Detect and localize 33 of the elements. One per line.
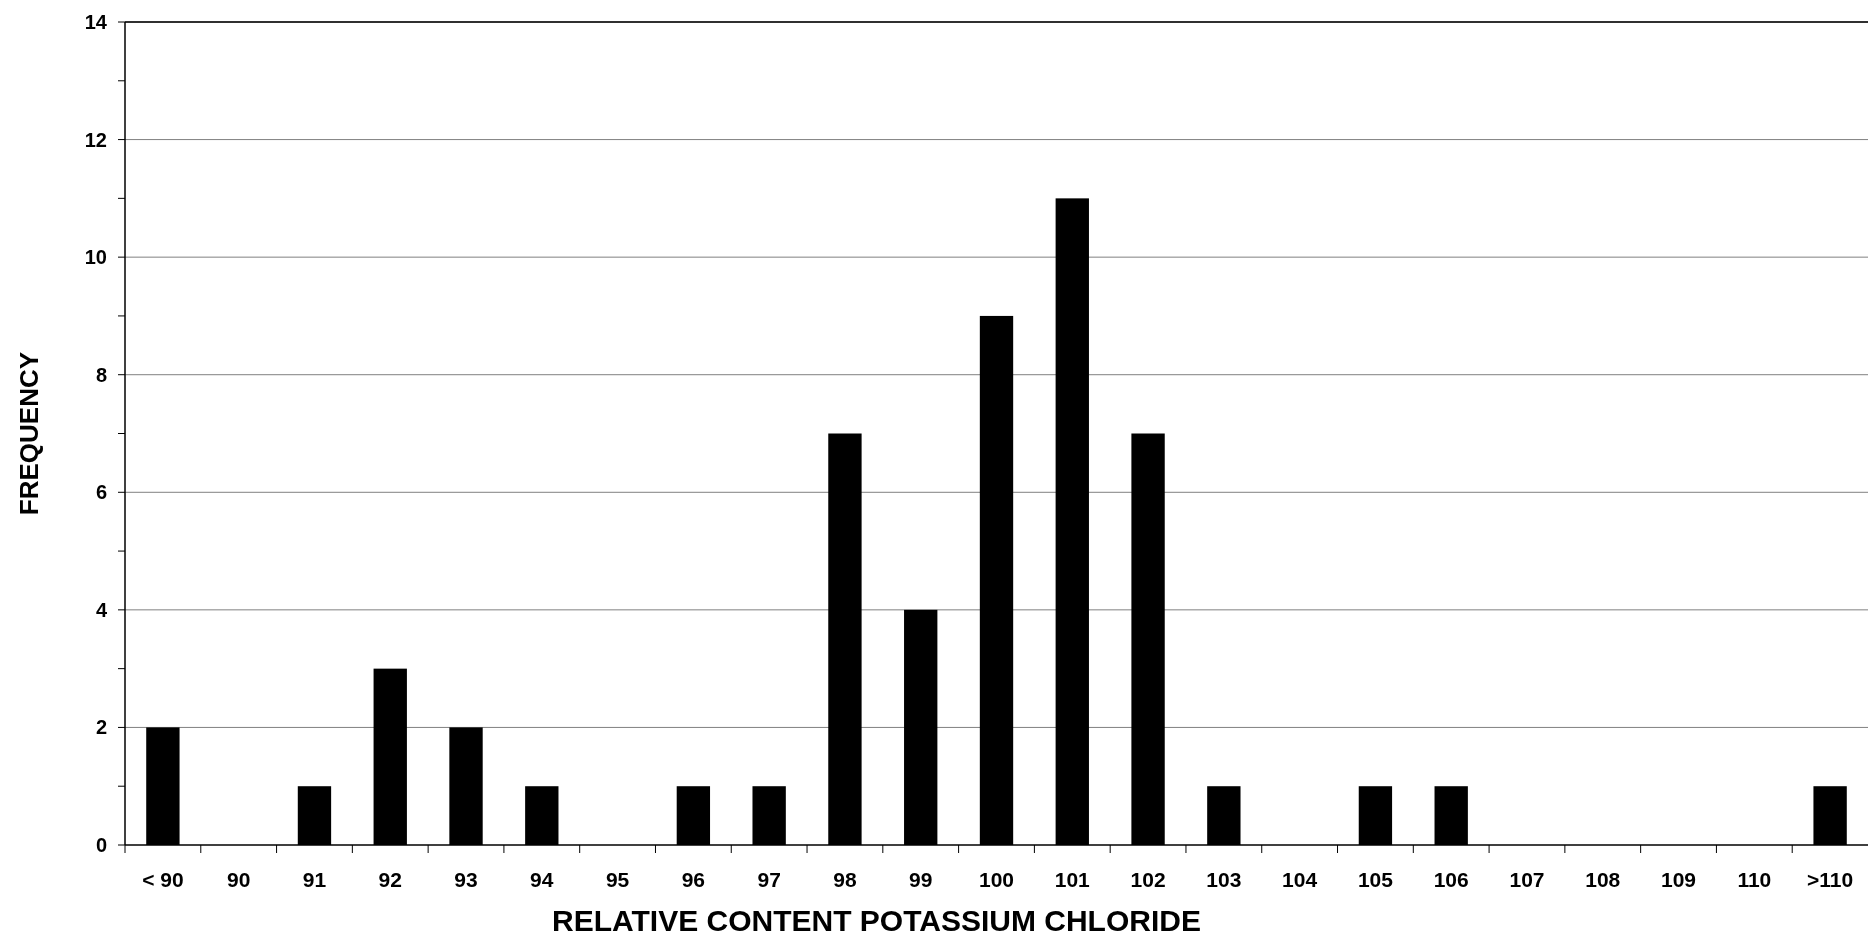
y-tick-label: 14 xyxy=(84,11,108,33)
y-axis-title: FREQUENCY xyxy=(14,351,44,516)
y-tick-label: 12 xyxy=(84,128,107,151)
x-tick-label: 92 xyxy=(378,868,402,891)
x-tick-label: 96 xyxy=(681,868,706,891)
y-tick-label: 2 xyxy=(95,716,107,739)
y-tick-label: 8 xyxy=(95,363,107,386)
x-tick-label: 100 xyxy=(978,868,1015,891)
x-tick-label: 106 xyxy=(1433,868,1469,891)
x-tick-label: 110 xyxy=(1737,868,1772,891)
x-tick-label: 101 xyxy=(1054,868,1091,891)
x-tick-label: 104 xyxy=(1282,868,1318,891)
x-tick-label: 94 xyxy=(530,868,554,891)
x-tick-label: 93 xyxy=(454,868,478,891)
x-tick-label: 103 xyxy=(1206,868,1242,891)
x-tick-label: 108 xyxy=(1585,868,1621,891)
y-tick-label: 6 xyxy=(95,481,107,504)
x-tick-label: 91 xyxy=(302,868,327,891)
x-tick-label: 99 xyxy=(909,868,933,891)
x-tick-label: 97 xyxy=(757,868,781,891)
x-tick-label: 90 xyxy=(226,868,251,891)
x-tick-label: 109 xyxy=(1661,868,1697,891)
x-tick-label: < 90 xyxy=(142,868,184,891)
x-tick-label: >110 xyxy=(1807,868,1854,891)
x-tick-label: 105 xyxy=(1357,868,1394,891)
y-tick-label: 0 xyxy=(95,834,107,856)
x-axis-title: RELATIVE CONTENT POTASSIUM CHLORIDE xyxy=(552,904,1201,937)
x-tick-label: 95 xyxy=(605,868,630,891)
x-tick-label: 102 xyxy=(1130,868,1166,891)
y-tick-label: 4 xyxy=(95,598,108,621)
x-tick-label: 98 xyxy=(833,868,857,891)
x-tick-label: 107 xyxy=(1509,868,1545,891)
y-tick-label: 10 xyxy=(84,246,107,269)
